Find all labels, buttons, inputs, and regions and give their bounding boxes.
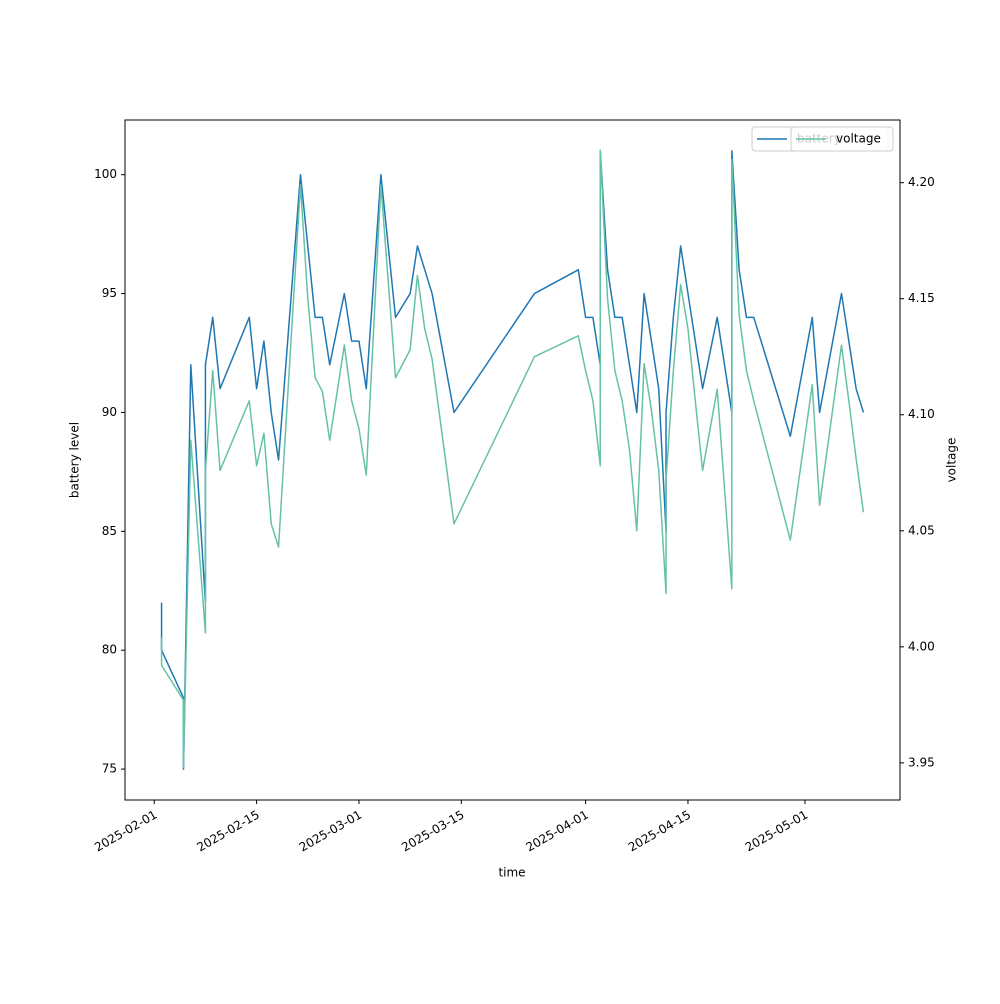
plot-frame xyxy=(124,119,901,801)
y2-tick-label: 4.10 xyxy=(908,407,935,421)
data-line xyxy=(160,150,865,770)
y-axis-label: battery level xyxy=(68,422,82,498)
legend-label: voltage xyxy=(836,132,881,146)
data-line xyxy=(160,149,865,769)
x-tick-label: 2025-03-15 xyxy=(399,808,466,855)
y-tick-label: 95 xyxy=(102,286,117,300)
y-tick-label: 85 xyxy=(102,524,117,538)
y-tick-label: 80 xyxy=(102,643,117,657)
y2-tick-label: 3.95 xyxy=(908,755,935,769)
y-tick-label: 75 xyxy=(102,762,117,776)
y2-axis-label: voltage xyxy=(945,438,959,483)
y2-tick-label: 4.15 xyxy=(908,291,935,305)
x-tick-label: 2025-04-01 xyxy=(523,808,590,855)
y-tick-label: 90 xyxy=(102,405,117,419)
legend-box xyxy=(790,126,894,152)
x-axis-label: time xyxy=(498,866,525,880)
x-tick-label: 2025-04-15 xyxy=(626,808,693,855)
x-tick-label: 2025-02-15 xyxy=(194,808,261,855)
x-tick-label: 2025-02-01 xyxy=(92,808,159,855)
x-tick-label: 2025-03-01 xyxy=(297,808,364,855)
y-tick-label: 100 xyxy=(94,167,117,181)
y2-tick-label: 4.05 xyxy=(908,523,935,537)
y2-tick-label: 4.20 xyxy=(908,175,935,189)
x-tick-label: 2025-05-01 xyxy=(743,808,810,855)
y2-tick-label: 4.00 xyxy=(908,639,935,653)
